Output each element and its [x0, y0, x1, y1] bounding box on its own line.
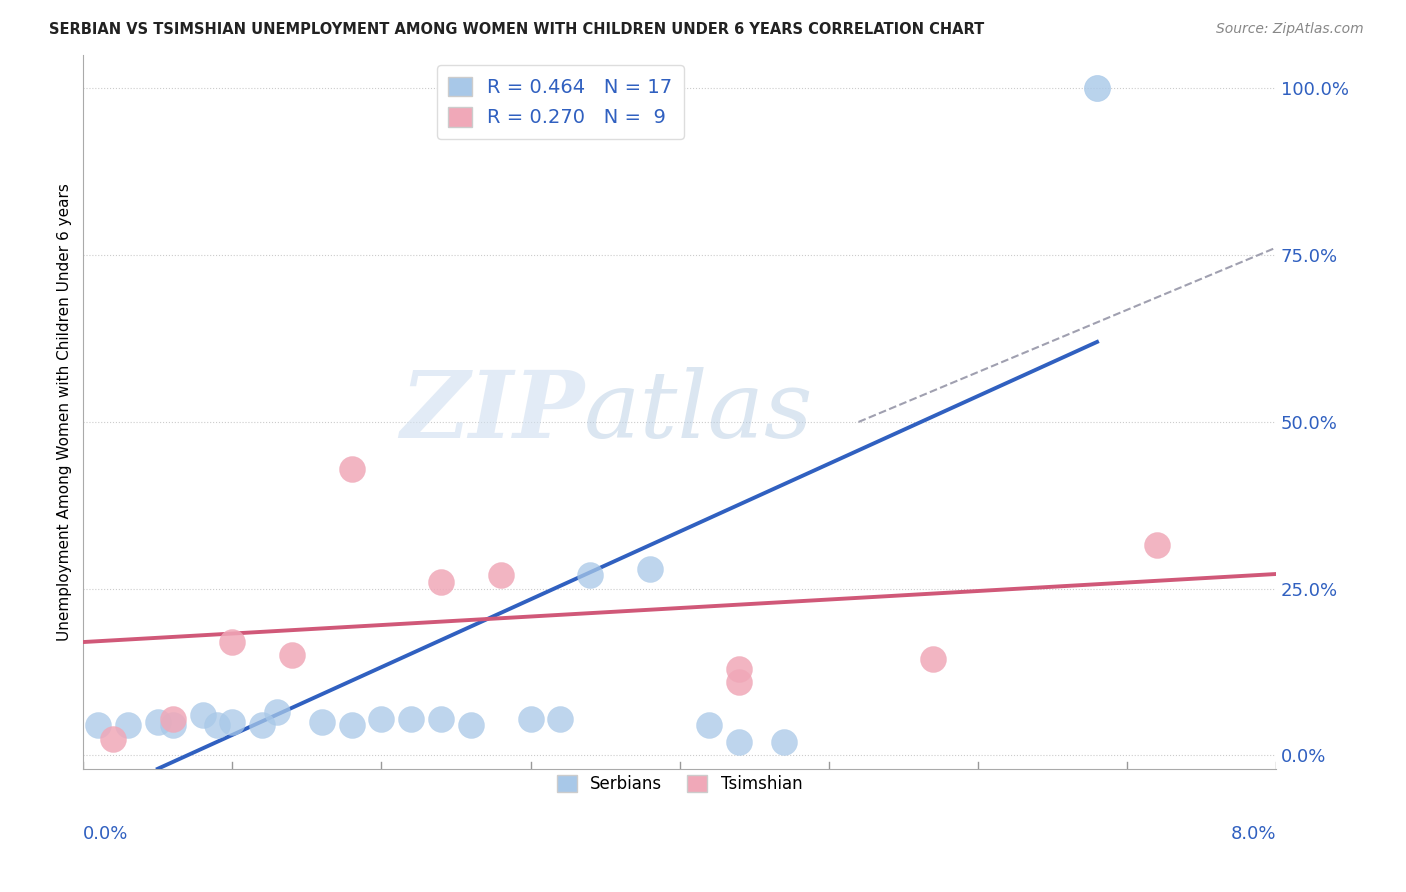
- Legend: Serbians, Tsimshian: Serbians, Tsimshian: [550, 768, 808, 799]
- Text: SERBIAN VS TSIMSHIAN UNEMPLOYMENT AMONG WOMEN WITH CHILDREN UNDER 6 YEARS CORREL: SERBIAN VS TSIMSHIAN UNEMPLOYMENT AMONG …: [49, 22, 984, 37]
- Point: [638, 562, 661, 576]
- Point: [221, 635, 243, 649]
- Point: [207, 718, 229, 732]
- Text: 8.0%: 8.0%: [1230, 825, 1277, 844]
- Point: [550, 712, 572, 726]
- Point: [1085, 81, 1108, 95]
- Point: [922, 651, 945, 665]
- Point: [728, 675, 751, 690]
- Point: [1146, 538, 1168, 552]
- Point: [162, 712, 184, 726]
- Point: [250, 718, 273, 732]
- Point: [773, 735, 796, 749]
- Point: [728, 662, 751, 676]
- Point: [430, 574, 453, 589]
- Point: [519, 712, 541, 726]
- Point: [401, 712, 423, 726]
- Point: [728, 735, 751, 749]
- Point: [221, 714, 243, 729]
- Text: Source: ZipAtlas.com: Source: ZipAtlas.com: [1216, 22, 1364, 37]
- Point: [146, 714, 169, 729]
- Point: [162, 718, 184, 732]
- Text: ZIP: ZIP: [399, 367, 585, 457]
- Point: [311, 714, 333, 729]
- Text: 0.0%: 0.0%: [83, 825, 129, 844]
- Point: [340, 718, 363, 732]
- Point: [117, 718, 139, 732]
- Point: [266, 705, 288, 719]
- Text: atlas: atlas: [585, 367, 814, 457]
- Point: [281, 648, 304, 663]
- Point: [579, 568, 602, 582]
- Point: [87, 718, 110, 732]
- Point: [340, 461, 363, 475]
- Y-axis label: Unemployment Among Women with Children Under 6 years: Unemployment Among Women with Children U…: [58, 183, 72, 640]
- Point: [101, 731, 124, 746]
- Point: [191, 708, 214, 723]
- Point: [370, 712, 392, 726]
- Point: [699, 718, 721, 732]
- Point: [430, 712, 453, 726]
- Point: [489, 568, 512, 582]
- Point: [460, 718, 482, 732]
- Point: [638, 81, 661, 95]
